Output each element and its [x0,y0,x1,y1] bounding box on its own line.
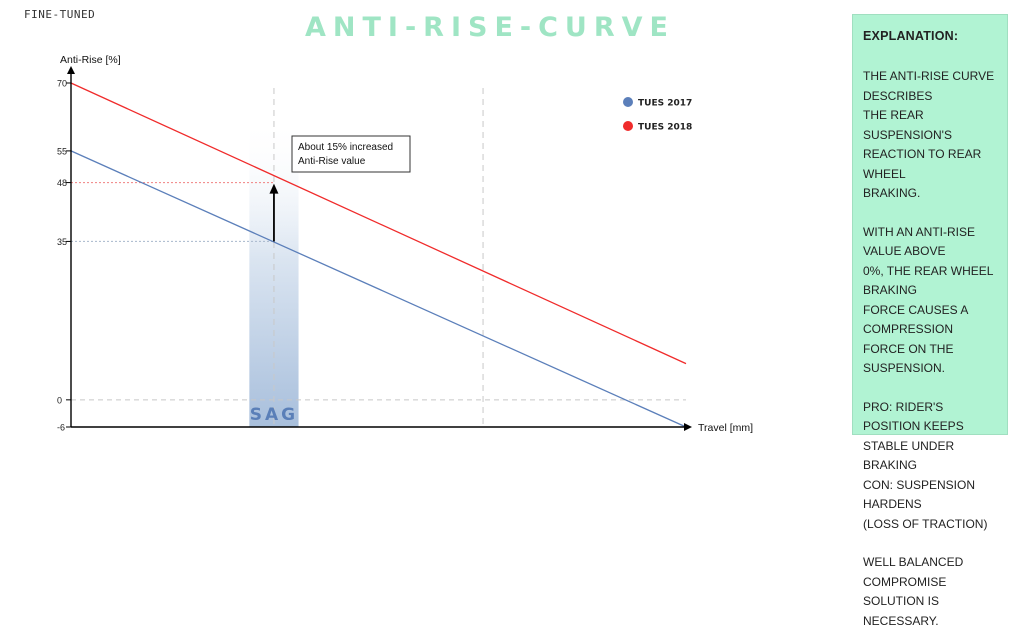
series-line [70,150,687,428]
x-axis-arrow [684,423,692,431]
legend-label: TUES 2018 [638,123,692,133]
sag-label: SAG [250,405,298,425]
y-tick-label: 0 [57,395,62,405]
annotation-box [291,135,411,173]
explanation-paragraph: WELL BALANCED COMPROMISE SOLUTION IS NEC… [863,555,964,628]
annotation-arrowhead [269,183,279,194]
y-axis-label: Anti-Rise [%] [60,54,121,66]
series-line [70,82,687,365]
anti-rise-chart: SAG -6 0 35 48 55 70 Anti-Rise [%] Travel [mm] Ab… [57,54,753,434]
explanation-paragraph: WITH AN ANTI-RISE VALUE ABOVE 0%, THE RE… [863,224,994,376]
x-axis-label: Travel [mm] [698,422,753,434]
explanation-paragraph: PRO: RIDER'S POSITION KEEPS STABLE UNDER… [863,399,988,531]
legend-label: TUES 2017 [638,99,692,109]
annotation-text: Anti-Rise value [298,156,366,167]
y-tick-label: 48 [57,178,67,188]
legend-marker [623,97,633,107]
sag-band [249,118,299,427]
explanation-panel: EXPLANATION: THE ANTI-RISE CURVE DESCRIB… [852,14,1008,628]
y-tick-label: 35 [57,237,67,247]
y-tick-label: 55 [57,146,67,156]
y-axis-arrow [67,66,75,74]
explanation-title: EXPLANATION: [863,29,959,43]
y-tick-label: 70 [57,79,67,89]
annotation-text: About 15% increased [298,142,393,153]
brand-label: FINE-TUNED [24,8,96,21]
page-title: ANTI-RISE-CURVE [305,12,675,43]
legend-marker [623,121,633,131]
explanation-paragraph: THE ANTI-RISE CURVE DESCRIBES THE REAR S… [863,69,995,200]
y-tick-label: -6 [57,423,65,433]
